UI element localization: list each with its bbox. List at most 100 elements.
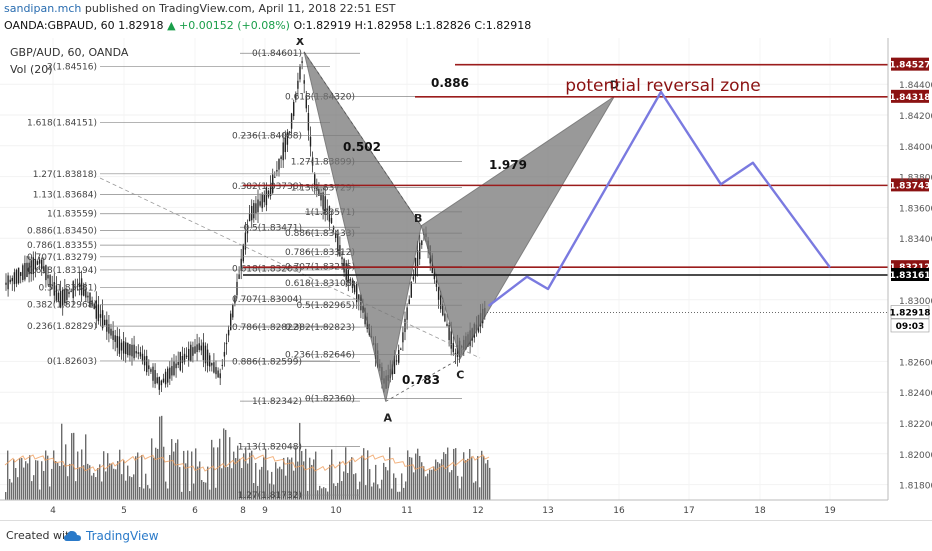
tradingview-brand[interactable]: TradingView [64, 527, 159, 545]
volume-bar [79, 467, 81, 500]
candle-body [301, 61, 303, 63]
candle-body [211, 362, 213, 366]
volume-bar [57, 463, 59, 500]
volume-bar [231, 468, 233, 500]
y-tick-label: 1.83400 [899, 235, 932, 245]
candle-body [146, 355, 148, 373]
fib-level-label: 0.707(1.83279) [27, 253, 97, 263]
candle-body [335, 233, 337, 238]
price-chart[interactable]: 2(1.84516) 1.618(1.84151) 1.27(1.83818) 1.1… [0, 35, 932, 520]
candle-body [95, 300, 97, 319]
fib-level-label: 0.886(1.82599) [232, 358, 302, 368]
volume-bar [225, 429, 227, 500]
candle-body [131, 344, 133, 357]
candle-body [194, 346, 196, 354]
fib-level-label: 0.786(1.83312) [285, 248, 355, 258]
candle-body [99, 314, 102, 318]
volume-bar [471, 456, 473, 500]
volume-bar [289, 459, 291, 500]
volume-bar [169, 454, 171, 500]
x-tick-label: 17 [683, 506, 694, 516]
candle-body [395, 360, 398, 362]
candle-body [400, 348, 402, 350]
volume-bar [271, 471, 273, 500]
symbol-quote: OANDA:GBPAUD, 60 1.82918 ▲ +0.00152 (+0.… [4, 19, 531, 32]
volume-bar [215, 487, 217, 500]
fib-level-label: 0.618(1.83203) [232, 265, 302, 275]
grid [0, 38, 888, 500]
candle-body [398, 349, 400, 363]
trend-dashed-line [99, 177, 481, 359]
volume-bar [431, 469, 433, 500]
chart-area[interactable]: 2(1.84516) 1.618(1.84151) 1.27(1.83818) 1.1… [0, 35, 932, 520]
volume-bar [321, 488, 323, 500]
volume-bar [117, 460, 119, 500]
volume-bar [301, 451, 303, 500]
candle-body [97, 304, 100, 322]
horizontal-levels[interactable]: 1.845271.843181.837431.832121.831611.829… [243, 57, 931, 333]
volume-bar [407, 450, 409, 500]
volume-bar [305, 448, 307, 500]
candle-body [171, 366, 173, 376]
candle-body [393, 356, 396, 374]
candle-body [85, 289, 87, 298]
candle-body [108, 324, 110, 334]
x-tick-label: 18 [754, 506, 766, 516]
xabcd-pattern[interactable] [303, 51, 615, 402]
candle-body [316, 186, 318, 190]
candle-body [150, 369, 152, 372]
projection-line [487, 90, 831, 307]
pattern-labels: X A B C D 0.886 0.502 1.979 0.783 potential rever… [296, 35, 761, 425]
volume-bar [45, 450, 47, 500]
volume-bar [285, 475, 287, 500]
candle-body [353, 285, 356, 293]
volume-bar [437, 462, 439, 500]
candle-body [68, 291, 70, 294]
candle-body [456, 345, 459, 358]
pattern-triangle-bcd [420, 96, 615, 360]
volume-bar [383, 462, 385, 500]
fib-level-label: 0.236(1.82646) [285, 350, 355, 360]
footer: Created with TradingView [0, 520, 932, 551]
volume-bar [363, 448, 365, 500]
volume-bar [461, 476, 463, 500]
candle-body [257, 199, 259, 213]
candle-body [7, 275, 9, 290]
candle-body [112, 330, 114, 340]
candle-body [255, 203, 257, 214]
volume-bar [71, 433, 73, 500]
fib-level-label: 0.707(1.83004) [232, 295, 302, 305]
volume-bar [421, 462, 423, 500]
candle-body [282, 142, 284, 161]
volume-bar [239, 458, 241, 500]
fib-level-label: 2(1.84516) [47, 62, 97, 72]
price-tag-box [890, 318, 930, 333]
volume-bar [343, 471, 345, 500]
price-tag-box [891, 268, 929, 282]
candle-body [225, 342, 228, 345]
volume-bar [267, 470, 269, 500]
volume-bar [153, 457, 155, 500]
price-tag-label: 09:03 [896, 322, 925, 332]
candle-body [22, 265, 24, 281]
fib-level-label: 0.886(1.83433) [285, 229, 355, 239]
published-text: published on TradingView.com, April 11, … [81, 2, 396, 15]
volume-bar [295, 447, 297, 500]
candle-body [410, 282, 412, 298]
fib-level-label: 0.786(1.82822) [232, 323, 302, 333]
ratio-bcext-label: 1.979 [489, 158, 527, 172]
y-tick-label: 1.83000 [899, 297, 932, 307]
volume-bar [255, 462, 257, 500]
volume-bar [39, 489, 41, 500]
volume-bar [299, 422, 301, 500]
author-link[interactable]: sandipan.mch [4, 2, 82, 15]
volume-average-line [4, 454, 490, 472]
candle-body [13, 272, 16, 285]
volume-bar [319, 485, 321, 500]
price-tag-box [890, 305, 930, 319]
projection-path[interactable] [487, 90, 831, 307]
volume-bar [323, 487, 325, 500]
volume-bar [291, 457, 293, 500]
volume-bar [273, 484, 275, 500]
y-tick-label: 1.84200 [899, 112, 932, 122]
